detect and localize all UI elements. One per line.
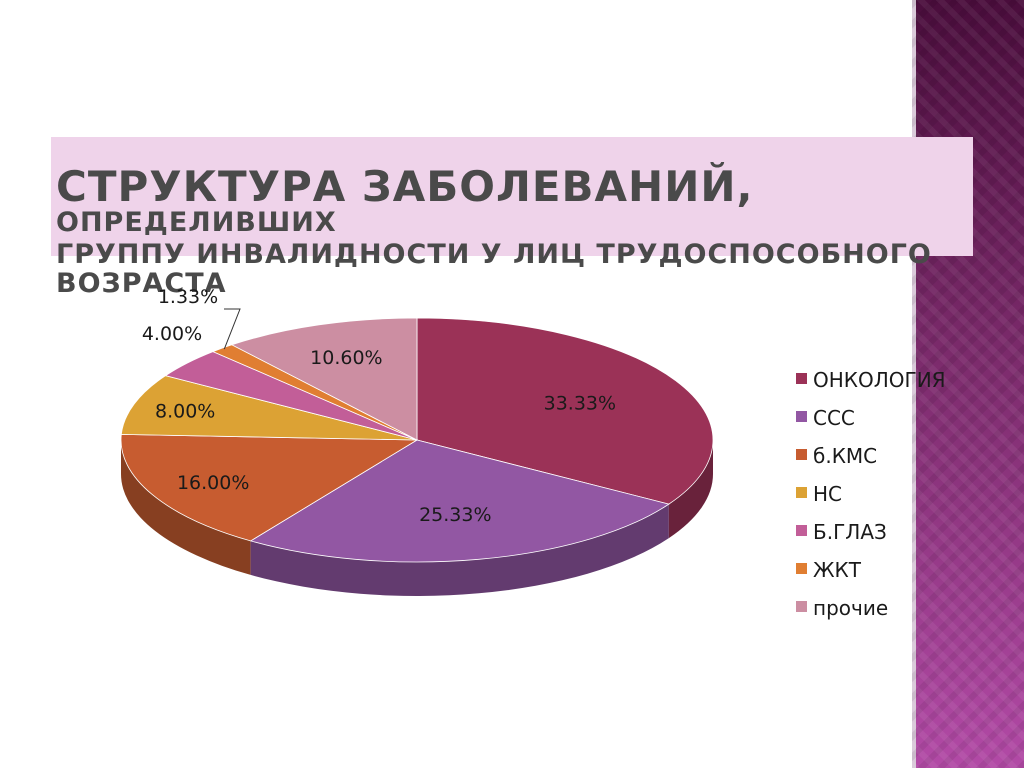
title-main: Структура заболеваний,	[56, 162, 754, 211]
pie-sides	[121, 440, 713, 596]
pie-tops	[120, 317, 714, 563]
legend-swatch-6	[796, 601, 807, 612]
data-label-5: 1.33%	[158, 286, 218, 308]
legend-swatch-4	[796, 525, 807, 536]
legend-label-6: прочие	[813, 596, 888, 620]
title-line-2: группу инвалидности у лиц трудоспособног…	[56, 239, 932, 299]
data-label-2: 16.00%	[177, 472, 249, 494]
pie-slice-side-1-1	[250, 504, 669, 596]
legend-label-4: Б.ГЛАЗ	[813, 520, 887, 544]
legend-swatch-2	[796, 449, 807, 460]
decorative-side-stripe	[912, 0, 1024, 768]
leader-line-5	[223, 308, 241, 350]
legend-swatch-1	[796, 411, 807, 422]
pie-slice-side-2-0	[121, 440, 251, 575]
slide-title: Структура заболеваний, определивших груп…	[56, 162, 956, 299]
title-band	[51, 137, 973, 256]
data-label-3: 8.00%	[155, 400, 215, 422]
pie-slice-top-3	[120, 375, 418, 441]
legend-label-0: ОНКОЛОГИЯ	[813, 368, 946, 392]
data-labels: 33.33% 25.33% 16.00% 8.00% 4.00% 1.33% 10.60%	[142, 286, 616, 526]
data-label-1: 25.33%	[419, 504, 491, 526]
pie-slice-top-1	[249, 439, 670, 563]
legend: ОНКОЛОГИЯ ССС б.КМС НС Б.ГЛАЗ ЖКТ прочие	[796, 368, 946, 620]
legend-label-1: ССС	[813, 406, 855, 430]
data-label-0: 33.33%	[544, 393, 616, 415]
legend-swatch-3	[796, 487, 807, 498]
pie-slice-top-2	[120, 434, 419, 542]
legend-label-3: НС	[813, 482, 842, 506]
legend-swatch-5	[796, 563, 807, 574]
data-label-6: 10.60%	[310, 347, 382, 369]
pie-slice-side-0-2	[668, 440, 713, 539]
data-label-4: 4.00%	[142, 323, 202, 345]
legend-swatch-0	[796, 373, 807, 384]
legend-label-2: б.КМС	[813, 444, 877, 468]
leader-lines	[223, 308, 241, 350]
pie-slice-top-6	[230, 317, 418, 441]
legend-label-5: ЖКТ	[813, 558, 862, 582]
pie-slice-top-0	[416, 317, 714, 505]
title-rest: определивших	[56, 207, 337, 239]
